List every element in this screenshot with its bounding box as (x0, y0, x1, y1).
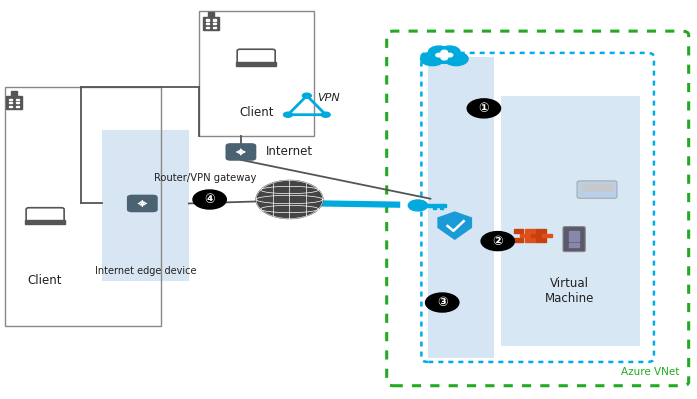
Bar (525, 238, 535, 242)
Text: Router/VPN gateway: Router/VPN gateway (153, 173, 256, 183)
Circle shape (420, 52, 444, 65)
Bar (206, 23, 209, 24)
Bar (199, 11, 314, 136)
Bar (9, 106, 12, 107)
Bar (236, 62, 276, 66)
Bar (5, 87, 161, 326)
Bar (542, 233, 552, 237)
Bar (531, 233, 541, 237)
Circle shape (441, 56, 447, 60)
Circle shape (256, 180, 323, 219)
Bar (25, 221, 66, 225)
Circle shape (436, 53, 442, 57)
FancyBboxPatch shape (127, 195, 158, 212)
Bar (514, 238, 523, 242)
Circle shape (193, 190, 227, 209)
Polygon shape (438, 212, 471, 239)
FancyBboxPatch shape (237, 49, 275, 64)
Circle shape (321, 112, 330, 117)
Circle shape (467, 99, 500, 118)
Text: ①: ① (479, 102, 489, 115)
Circle shape (302, 93, 312, 98)
Text: ②: ② (493, 235, 503, 248)
Text: Virtual
Machine: Virtual Machine (544, 277, 594, 304)
Bar (206, 27, 209, 28)
Text: Internet edge device: Internet edge device (95, 266, 197, 276)
Bar (208, 12, 214, 17)
FancyBboxPatch shape (26, 208, 64, 223)
Bar (9, 102, 12, 103)
Circle shape (446, 53, 453, 57)
Bar (206, 20, 209, 21)
Bar (15, 102, 19, 103)
Text: ④: ④ (204, 193, 215, 206)
Bar (427, 204, 445, 207)
Circle shape (430, 47, 459, 63)
Bar (6, 96, 22, 109)
Circle shape (408, 200, 427, 211)
Text: Azure VNet: Azure VNet (621, 367, 680, 377)
Bar (429, 57, 494, 358)
Bar (213, 20, 216, 21)
Bar (501, 97, 640, 346)
Bar (9, 99, 12, 100)
Text: ③: ③ (437, 296, 447, 309)
Circle shape (284, 112, 293, 117)
Bar (15, 99, 19, 100)
Text: VPN: VPN (317, 93, 340, 103)
Bar (569, 237, 579, 241)
Bar (213, 23, 216, 24)
Bar (11, 91, 17, 96)
Bar (433, 207, 436, 209)
Circle shape (426, 293, 459, 312)
Text: Client: Client (28, 274, 62, 287)
Circle shape (481, 231, 514, 251)
Bar (440, 207, 443, 209)
Circle shape (441, 50, 447, 54)
Circle shape (444, 52, 468, 65)
FancyBboxPatch shape (226, 143, 256, 161)
FancyBboxPatch shape (577, 181, 617, 198)
Bar (514, 229, 523, 233)
Bar (102, 130, 189, 281)
Bar (213, 27, 216, 28)
Circle shape (440, 52, 449, 58)
Circle shape (429, 46, 450, 58)
Circle shape (439, 46, 460, 58)
Bar (204, 17, 219, 30)
Bar (536, 238, 546, 242)
Text: Client: Client (239, 106, 273, 119)
Bar (520, 233, 530, 237)
Bar (536, 229, 546, 233)
Bar (525, 229, 535, 233)
Bar (569, 243, 579, 247)
FancyBboxPatch shape (563, 227, 585, 252)
Bar (15, 106, 19, 107)
Bar (582, 184, 612, 190)
Bar (569, 231, 579, 236)
Text: Internet: Internet (266, 146, 313, 158)
